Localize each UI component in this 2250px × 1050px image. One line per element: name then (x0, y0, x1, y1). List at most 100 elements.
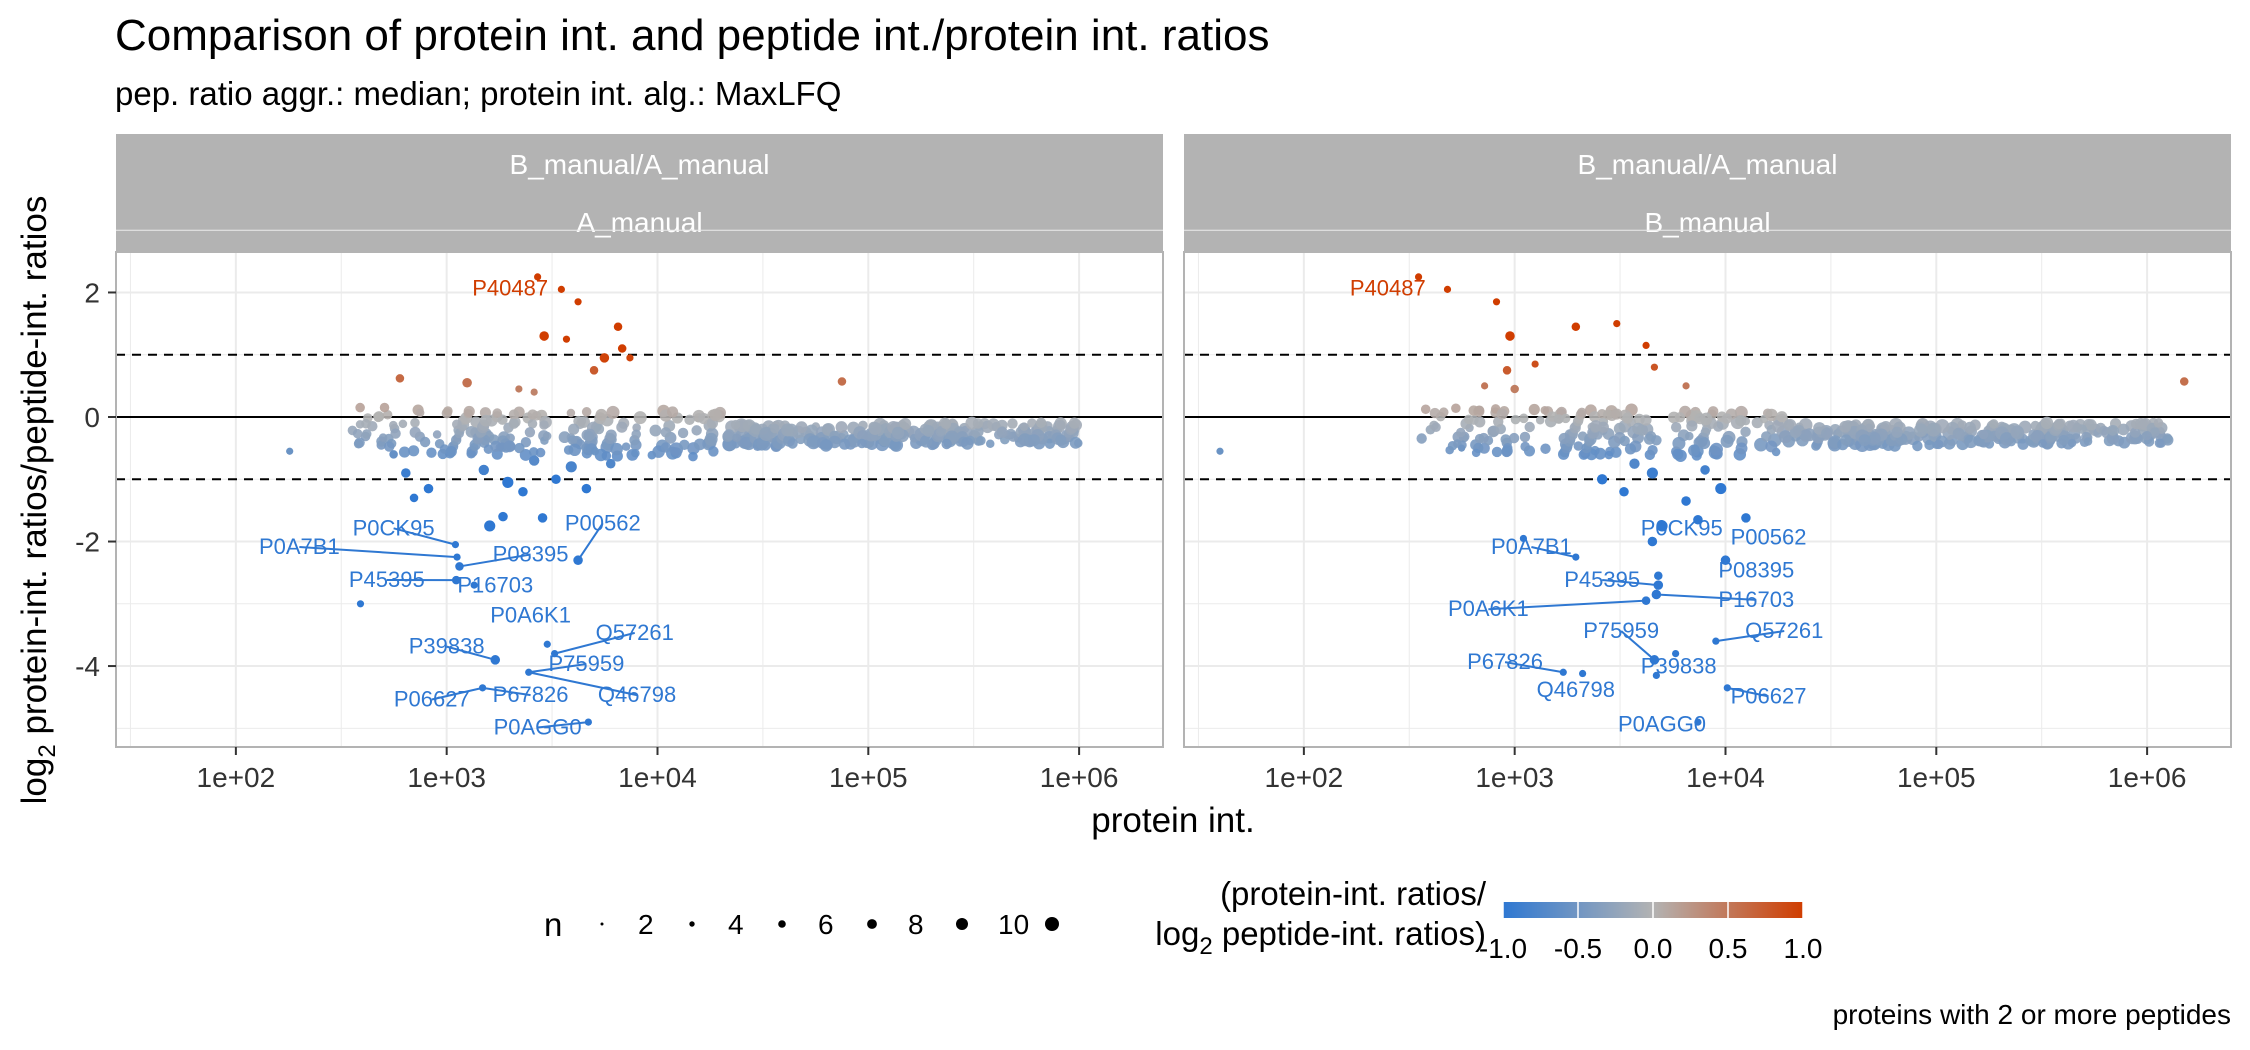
point-label: P08395 (1718, 558, 1794, 583)
data-point (2117, 423, 2130, 436)
data-point (514, 442, 525, 454)
data-point (445, 445, 457, 458)
data-point (1681, 496, 1691, 506)
data-point (542, 431, 552, 441)
label-connector (554, 631, 635, 655)
data-point (1783, 419, 1795, 431)
data-point (601, 451, 612, 461)
data-point (398, 446, 411, 458)
point-label: Q57261 (596, 620, 674, 645)
data-point (1577, 407, 1587, 418)
data-point (1463, 414, 1474, 425)
data-point (286, 447, 294, 455)
data-point (361, 429, 372, 439)
data-point (1629, 458, 1640, 469)
data-point (1741, 513, 1751, 523)
size-legend-key (867, 919, 877, 929)
data-point (1685, 431, 1694, 441)
data-point (730, 419, 741, 430)
data-point (382, 409, 393, 420)
x-tick-label: 1e+04 (618, 762, 697, 793)
data-point (899, 417, 912, 430)
point-label: P45395 (349, 567, 425, 592)
chart-caption: proteins with 2 or more peptides (1833, 999, 2231, 1030)
data-point (819, 439, 833, 452)
data-point (527, 409, 538, 420)
data-point (1500, 434, 1511, 445)
data-point (2067, 438, 2077, 448)
y-tick-label: -4 (75, 651, 100, 682)
data-point (1510, 384, 1519, 394)
data-point (415, 408, 425, 418)
data-point (835, 421, 848, 434)
data-point (1693, 514, 1703, 525)
data-point (1414, 273, 1423, 281)
data-point (781, 423, 795, 437)
data-point (1771, 419, 1785, 433)
data-point (723, 429, 735, 441)
point-label: P08395 (493, 541, 569, 566)
data-point (1505, 331, 1515, 341)
x-axis-ticks-right: 1e+02 1e+03 1e+04 1e+05 1e+06 (1265, 747, 2186, 793)
data-point (1741, 416, 1751, 426)
label-connector (393, 527, 456, 546)
data-point (599, 353, 610, 363)
data-point (868, 421, 882, 435)
data-point (1613, 422, 1626, 435)
x-tick-label: 1e+03 (1475, 762, 1554, 793)
colorbar-label: 1.0 (1784, 933, 1823, 964)
data-point (1573, 441, 1584, 451)
data-point (356, 600, 365, 608)
data-point (2072, 422, 2083, 433)
point-label: Q46798 (598, 682, 676, 707)
point-label: P0AGG0 (1618, 711, 1706, 736)
data-point (1528, 403, 1540, 416)
data-point (633, 411, 647, 425)
data-point (1720, 434, 1734, 448)
label-connector (528, 671, 638, 697)
data-point (1619, 486, 1629, 497)
data-point (1069, 436, 1082, 449)
data-point (1735, 442, 1748, 455)
data-point (605, 429, 617, 441)
x-tick-label: 1e+05 (1897, 762, 1976, 793)
y-tick-label: -2 (75, 527, 100, 558)
data-point (1640, 414, 1652, 426)
data-point (535, 447, 546, 458)
data-point (1964, 421, 1976, 434)
data-point (976, 435, 986, 446)
data-point (530, 388, 538, 396)
data-point (750, 423, 762, 435)
label-connector (299, 545, 458, 559)
data-point (1602, 409, 1614, 420)
data-point (1471, 448, 1481, 458)
data-point (632, 423, 641, 432)
data-point (583, 431, 594, 442)
data-point (558, 431, 571, 444)
facet-strip-top-label: B_manual/A_manual (510, 149, 770, 180)
data-point (478, 464, 490, 476)
colorbar-label: 0.0 (1634, 933, 1673, 964)
data-point (1672, 650, 1680, 658)
data-point (568, 423, 580, 435)
data-point (1216, 447, 1224, 455)
x-axis-ticks-left: 1e+02 1e+03 1e+04 1e+05 1e+06 (197, 747, 1118, 793)
data-point (1698, 437, 1711, 450)
data-point (1926, 422, 1941, 437)
data-point (562, 335, 571, 343)
facet-strip-top-label: B_manual/A_manual (1578, 149, 1838, 180)
data-point (1656, 520, 1668, 532)
data-point (590, 446, 600, 456)
data-point (2179, 377, 2189, 386)
data-point (1858, 434, 1871, 447)
data-point (1652, 671, 1660, 679)
data-point (354, 437, 365, 448)
data-point (610, 442, 623, 456)
data-point (1420, 404, 1431, 415)
data-point (857, 438, 867, 449)
data-point (395, 374, 405, 383)
size-legend-label: 2 (638, 909, 654, 940)
data-point (1496, 408, 1508, 420)
data-point (565, 461, 577, 473)
